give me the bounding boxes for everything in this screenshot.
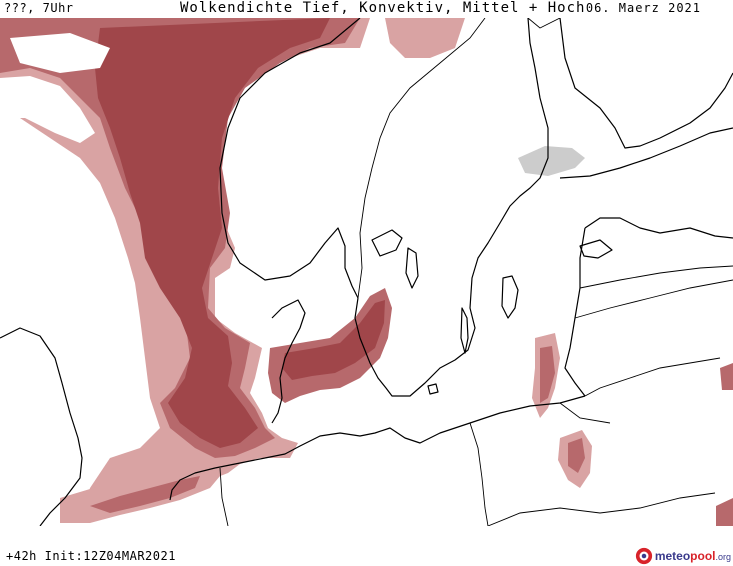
border-poland-east <box>584 357 721 397</box>
cloud-band-baltic-dark <box>282 300 385 380</box>
island-saaremaa <box>579 239 613 259</box>
border-norway-sweden <box>357 18 486 299</box>
weekday-time-label: ???, 7Uhr <box>4 1 74 15</box>
header-bar: ???, 7Uhr Wolkendichte Tief, Konvektiv, … <box>0 0 733 18</box>
clear-gap-west <box>0 76 95 143</box>
coast-norway <box>219 18 361 299</box>
island-bornholm <box>427 383 439 395</box>
cloud-patch-east-edge <box>720 363 733 390</box>
meteopool-logo[interactable]: meteopool.org <box>635 546 731 566</box>
map-canvas <box>0 18 733 526</box>
cloud-patch-north-light <box>385 18 465 58</box>
coast-netherlands <box>169 457 266 501</box>
coast-denmark <box>271 299 306 424</box>
coast-latvia-lithuania <box>564 227 586 397</box>
coast-uk-east <box>0 327 83 526</box>
coast-finland <box>559 18 733 149</box>
map-title: Wolkendichte Tief, Konvektiv, Mittel + H… <box>180 0 586 16</box>
cloud-cover-map <box>0 18 733 526</box>
forecast-date: 06. Maerz 2021 <box>585 1 701 15</box>
coast-poland-germany <box>264 395 586 459</box>
border-baltic-inner <box>574 279 733 319</box>
border-kaliningrad <box>559 402 611 424</box>
border-poland-south <box>487 492 716 526</box>
coast-estonia <box>584 217 733 239</box>
cloud-layer <box>0 18 733 526</box>
cloud-field-west-dark <box>95 18 330 448</box>
clear-gap-nw <box>10 33 110 73</box>
island-gotland <box>501 275 519 319</box>
border-lithuania <box>579 265 733 289</box>
border-germany-poland <box>469 422 489 526</box>
model-run-info: +42h Init:12Z04MAR2021 <box>6 549 176 563</box>
cloud-patch-south-mid <box>568 438 585 473</box>
lake-vanern <box>371 229 403 257</box>
cloud-patch-se-edge <box>716 498 733 526</box>
coast-gulf-finland <box>559 127 733 179</box>
cloud-patch-poland-mid <box>540 346 555 403</box>
footer-bar: +42h Init:12Z04MAR2021 meteopool.org <box>0 540 733 566</box>
border-sweden-finland <box>527 18 561 29</box>
lake-vattern <box>405 247 419 289</box>
coast-sweden-west <box>354 18 549 397</box>
border-germany-nl <box>219 467 229 526</box>
cloud-speckle-gulf <box>518 146 585 176</box>
meteopool-logo-icon <box>635 547 652 565</box>
coastlines <box>0 18 733 526</box>
country-borders <box>219 18 733 526</box>
cloud-field-low-countries-mid <box>90 476 200 513</box>
meteopool-logo-text: meteopool.org <box>654 549 731 563</box>
island-oland <box>460 307 469 354</box>
